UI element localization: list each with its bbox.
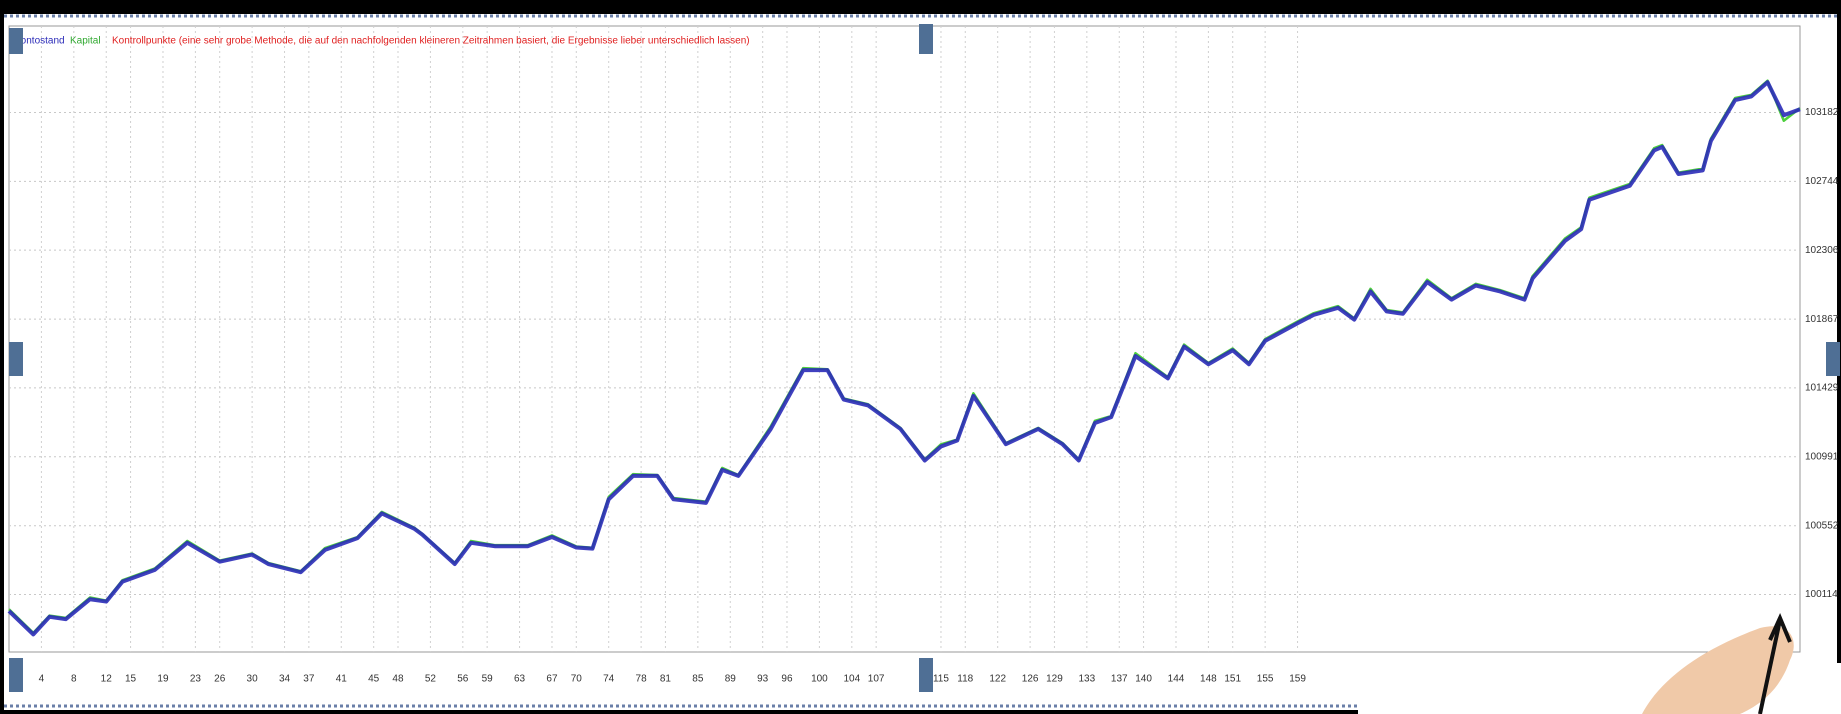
x-tick-label: 67 <box>546 674 558 685</box>
y-tick-label: 100114 <box>1805 589 1838 600</box>
y-tick-label: 100991 <box>1805 451 1839 462</box>
x-tick-label: 148 <box>1200 674 1217 685</box>
x-tick-label: 122 <box>989 674 1006 685</box>
x-tick-label: 140 <box>1135 674 1152 685</box>
x-tick-label: 52 <box>425 674 437 685</box>
scroll-handle[interactable] <box>919 658 933 692</box>
y-tick-label: 100552 <box>1805 520 1839 531</box>
x-tick-label: 78 <box>636 674 648 685</box>
x-tick-label: 34 <box>279 674 291 685</box>
x-tick-label: 56 <box>457 674 469 685</box>
x-tick-label: 74 <box>603 674 615 685</box>
x-tick-label: 8 <box>71 674 77 685</box>
x-tick-label: 26 <box>214 674 226 685</box>
series-line <box>7 80 1801 637</box>
x-tick-label: 144 <box>1168 674 1185 685</box>
x-tick-label: 100 <box>811 674 828 685</box>
scroll-handle[interactable] <box>919 24 933 54</box>
scroll-handle[interactable] <box>9 658 23 692</box>
x-tick-label: 48 <box>392 674 404 685</box>
x-tick-label: 37 <box>303 674 315 685</box>
legend-entry: Kapital <box>70 36 101 47</box>
x-tick-label: 23 <box>190 674 202 685</box>
lines <box>7 79 1801 637</box>
x-tick-label: 41 <box>336 674 348 685</box>
x-tick-label: 159 <box>1289 674 1306 685</box>
x-tick-label: 129 <box>1046 674 1063 685</box>
x-tick-label: 85 <box>692 674 704 685</box>
scroll-handle[interactable] <box>9 28 23 54</box>
legend-note: Kontrollpunkte (eine sehr grobe Methode,… <box>112 36 750 47</box>
x-tick-label: 107 <box>868 674 885 685</box>
x-tick-label: 15 <box>125 674 137 685</box>
labels: 100114 100552 100991 101429 101867 102306 1027… <box>39 107 1839 684</box>
x-tick-label: 63 <box>514 674 526 685</box>
x-tick-label: 115 <box>933 674 949 685</box>
x-tick-label: 155 <box>1257 674 1274 685</box>
hand <box>1642 626 1794 714</box>
x-tick-label: 30 <box>247 674 259 685</box>
x-tick-label: 104 <box>843 674 860 685</box>
x-tick-label: 12 <box>101 674 113 685</box>
x-tick-label: 4 <box>39 674 45 685</box>
x-tick-label: 137 <box>1111 674 1128 685</box>
y-tick-label: 102744 <box>1805 176 1839 187</box>
legend-entry: Kontostand <box>14 36 65 47</box>
x-tick-label: 96 <box>781 674 793 685</box>
x-tick-label: 126 <box>1022 674 1039 685</box>
x-tick-label: 118 <box>957 674 973 685</box>
y-tick-label: 101867 <box>1805 314 1839 325</box>
y-tick-label: 101429 <box>1805 383 1839 394</box>
x-tick-label: 93 <box>757 674 769 685</box>
arrow <box>1758 612 1792 714</box>
x-tick-label: 19 <box>157 674 169 685</box>
x-tick-label: 89 <box>725 674 737 685</box>
x-tick-label: 70 <box>571 674 583 685</box>
scroll-handle[interactable] <box>1826 342 1840 376</box>
plot-frame <box>8 25 1801 653</box>
x-tick-label: 59 <box>482 674 494 685</box>
scroll-handle[interactable] <box>9 342 23 376</box>
y-tick-label: 103182 <box>1805 107 1839 118</box>
x-tick-label: 81 <box>660 674 672 685</box>
x-tick-label: 133 <box>1078 674 1095 685</box>
chart-panel <box>4 14 1837 710</box>
y-tick-label: 102306 <box>1805 245 1839 256</box>
x-tick-label: 151 <box>1224 674 1241 685</box>
x-tick-label: 45 <box>368 674 380 685</box>
